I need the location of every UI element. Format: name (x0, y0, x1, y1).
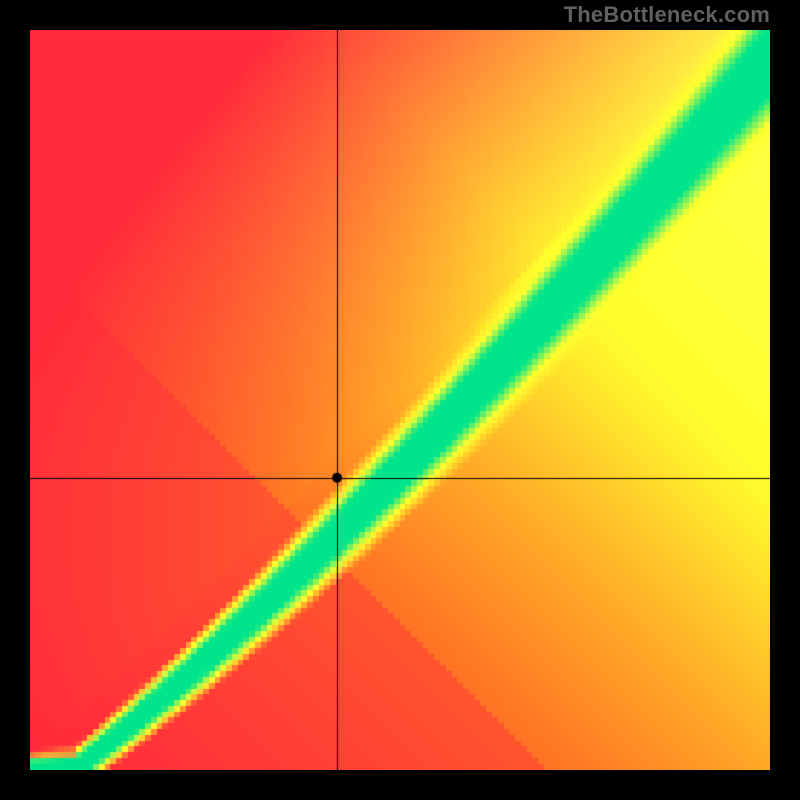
chart-container: { "watermark": { "text": "TheBottleneck.… (0, 0, 800, 800)
bottleneck-heatmap (30, 30, 770, 770)
watermark-text: TheBottleneck.com (564, 2, 770, 28)
